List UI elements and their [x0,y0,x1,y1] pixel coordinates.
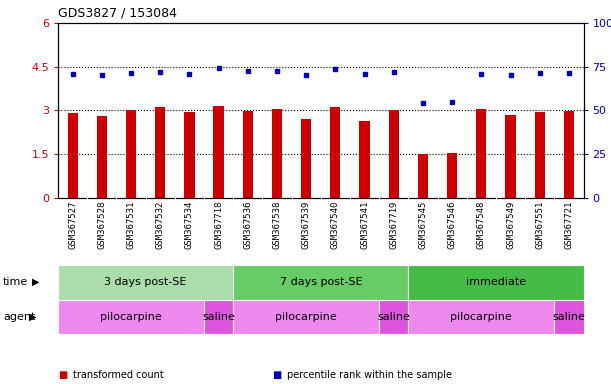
Text: agent: agent [3,312,35,322]
Bar [418,154,428,198]
Text: GSM367536: GSM367536 [243,201,252,250]
Bar [185,113,194,198]
Text: GSM367549: GSM367549 [506,201,515,250]
Text: pilocarpine: pilocarpine [100,312,162,322]
Text: ■: ■ [58,370,67,380]
Bar [155,108,166,198]
Text: GSM367539: GSM367539 [302,201,310,250]
Text: GSM367534: GSM367534 [185,201,194,250]
Bar [126,111,136,198]
Text: GSM367531: GSM367531 [126,201,136,250]
Text: GSM367528: GSM367528 [97,201,106,250]
Bar [68,113,78,198]
Bar [58,265,233,300]
Text: pilocarpine: pilocarpine [276,312,337,322]
Bar [505,115,516,198]
Text: ■: ■ [272,370,281,380]
Text: GSM367545: GSM367545 [419,201,428,250]
Bar [233,300,379,334]
Text: GDS3827 / 153084: GDS3827 / 153084 [58,6,177,19]
Bar [204,300,233,334]
Bar [554,300,584,334]
Text: pilocarpine: pilocarpine [450,312,512,322]
Bar [233,265,408,300]
Bar [301,119,311,198]
Bar [331,108,340,198]
Text: ▶: ▶ [32,277,39,287]
Text: saline: saline [378,312,410,322]
Text: GSM367718: GSM367718 [214,201,223,250]
Text: percentile rank within the sample: percentile rank within the sample [287,370,452,380]
Bar [97,116,107,198]
Text: 3 days post-SE: 3 days post-SE [104,277,187,287]
Text: GSM367540: GSM367540 [331,201,340,250]
Bar [58,300,204,334]
Text: immediate: immediate [466,277,526,287]
Text: saline: saline [552,312,585,322]
Text: GSM367541: GSM367541 [360,201,369,250]
Text: transformed count: transformed count [73,370,164,380]
Text: 7 days post-SE: 7 days post-SE [279,277,362,287]
Text: time: time [3,277,28,287]
Bar [564,111,574,198]
Text: GSM367551: GSM367551 [535,201,544,250]
Bar [447,152,457,198]
Text: GSM367532: GSM367532 [156,201,165,250]
Bar [272,109,282,198]
Text: GSM367721: GSM367721 [565,201,573,250]
Bar [213,106,224,198]
Text: GSM367527: GSM367527 [68,201,77,250]
Text: GSM367546: GSM367546 [448,201,456,250]
Bar [535,113,545,198]
Bar [359,121,370,198]
Text: ▶: ▶ [29,312,37,322]
Text: GSM367548: GSM367548 [477,201,486,250]
Text: GSM367719: GSM367719 [389,201,398,250]
Text: saline: saline [202,312,235,322]
Bar [408,265,584,300]
Bar [408,300,554,334]
Bar [379,300,408,334]
Bar [243,111,253,198]
Bar [476,109,486,198]
Bar [389,111,399,198]
Text: GSM367538: GSM367538 [273,201,282,250]
